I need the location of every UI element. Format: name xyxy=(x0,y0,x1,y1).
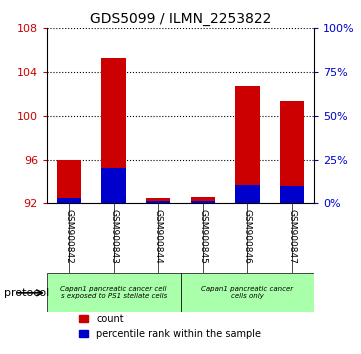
Title: GDS5099 / ILMN_2253822: GDS5099 / ILMN_2253822 xyxy=(90,12,271,26)
Text: GSM900843: GSM900843 xyxy=(109,209,118,264)
Text: GSM900846: GSM900846 xyxy=(243,209,252,264)
Bar xyxy=(101,169,126,203)
Bar xyxy=(279,186,304,203)
Bar xyxy=(146,201,170,203)
Text: Capan1 pancreatic cancer cell
s exposed to PS1 stellate cells: Capan1 pancreatic cancer cell s exposed … xyxy=(60,286,167,299)
Bar xyxy=(191,197,215,203)
Text: GSM900847: GSM900847 xyxy=(287,209,296,264)
Bar xyxy=(146,198,170,203)
Bar xyxy=(47,273,180,312)
Text: GSM900845: GSM900845 xyxy=(198,209,207,264)
Bar xyxy=(57,198,82,203)
Bar xyxy=(279,101,304,203)
Legend: count, percentile rank within the sample: count, percentile rank within the sample xyxy=(78,314,261,339)
Text: GSM900842: GSM900842 xyxy=(65,209,74,264)
Bar xyxy=(57,160,82,203)
Bar xyxy=(235,185,260,203)
Bar xyxy=(235,86,260,203)
Bar xyxy=(191,201,215,203)
Bar xyxy=(180,273,314,312)
Bar xyxy=(101,58,126,203)
Text: protocol: protocol xyxy=(4,288,49,298)
Text: GSM900844: GSM900844 xyxy=(154,209,163,264)
Text: Capan1 pancreatic cancer
cells only: Capan1 pancreatic cancer cells only xyxy=(201,286,293,299)
